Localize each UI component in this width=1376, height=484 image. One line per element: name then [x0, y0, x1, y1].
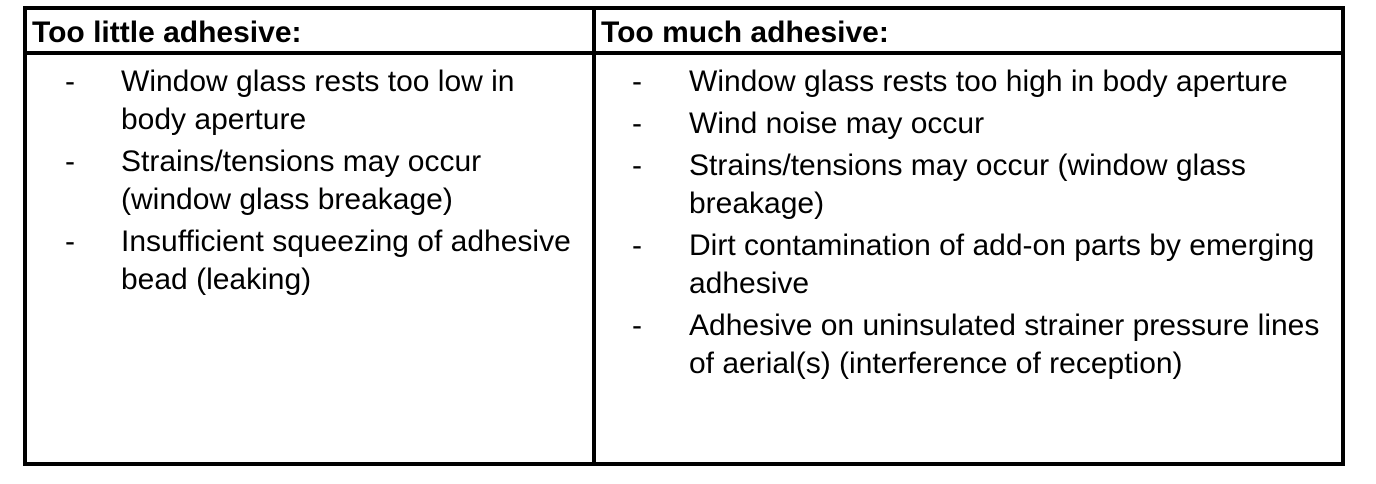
- bullet-dash: -: [65, 225, 75, 258]
- bullet-dash: -: [632, 149, 642, 182]
- list-item-text: Strains/tensions may occur (window glass…: [689, 149, 1246, 220]
- adhesive-effects-table: Too little adhesive: Too much adhesive: …: [23, 6, 1345, 466]
- too-much-adhesive-cell: - Window glass rests too high in body ap…: [596, 55, 1341, 462]
- bullet-dash: -: [632, 229, 642, 262]
- list-item: - Dirt contamination of add-on parts by …: [596, 227, 1341, 303]
- header-too-little-adhesive: Too little adhesive:: [27, 10, 596, 55]
- too-little-adhesive-list: - Window glass rests too low in body ape…: [27, 63, 592, 299]
- list-item-text: Adhesive on uninsulated strainer pressur…: [689, 309, 1320, 380]
- bullet-dash: -: [65, 65, 75, 98]
- bullet-dash: -: [632, 107, 642, 140]
- list-item: - Strains/tensions may occur (window gla…: [596, 147, 1341, 223]
- list-item-text: Dirt contamination of add-on parts by em…: [689, 229, 1315, 300]
- too-much-adhesive-list: - Window glass rests too high in body ap…: [596, 63, 1341, 383]
- too-little-adhesive-cell: - Window glass rests too low in body ape…: [27, 55, 596, 462]
- bullet-dash: -: [632, 309, 642, 342]
- list-item: - Window glass rests too high in body ap…: [596, 63, 1341, 101]
- list-item: - Adhesive on uninsulated strainer press…: [596, 307, 1341, 383]
- bullet-dash: -: [65, 145, 75, 178]
- list-item: - Strains/tensions may occur (window gla…: [27, 143, 592, 219]
- list-item-text: Insufficient squeezing of adhesive bead …: [121, 225, 571, 296]
- list-item: - Wind noise may occur: [596, 105, 1341, 143]
- list-item-text: Window glass rests too high in body aper…: [689, 65, 1288, 98]
- list-item-text: Wind noise may occur: [689, 107, 985, 140]
- list-item: - Window glass rests too low in body ape…: [27, 63, 592, 139]
- bullet-dash: -: [632, 65, 642, 98]
- list-item-text: Window glass rests too low in body apert…: [121, 65, 515, 136]
- list-item-text: Strains/tensions may occur (window glass…: [121, 145, 482, 216]
- list-item: - Insufficient squeezing of adhesive bea…: [27, 223, 592, 299]
- header-too-much-adhesive: Too much adhesive:: [596, 10, 1341, 55]
